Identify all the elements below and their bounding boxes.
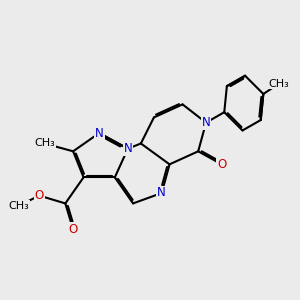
- Text: N: N: [202, 116, 210, 129]
- Text: O: O: [217, 158, 226, 171]
- Text: O: O: [34, 189, 44, 202]
- Text: O: O: [68, 223, 78, 236]
- Text: CH₃: CH₃: [34, 139, 55, 148]
- Text: N: N: [95, 127, 103, 140]
- Text: CH₃: CH₃: [268, 79, 290, 88]
- Text: CH₃: CH₃: [8, 201, 29, 211]
- Text: N: N: [124, 142, 132, 155]
- Text: N: N: [158, 187, 166, 200]
